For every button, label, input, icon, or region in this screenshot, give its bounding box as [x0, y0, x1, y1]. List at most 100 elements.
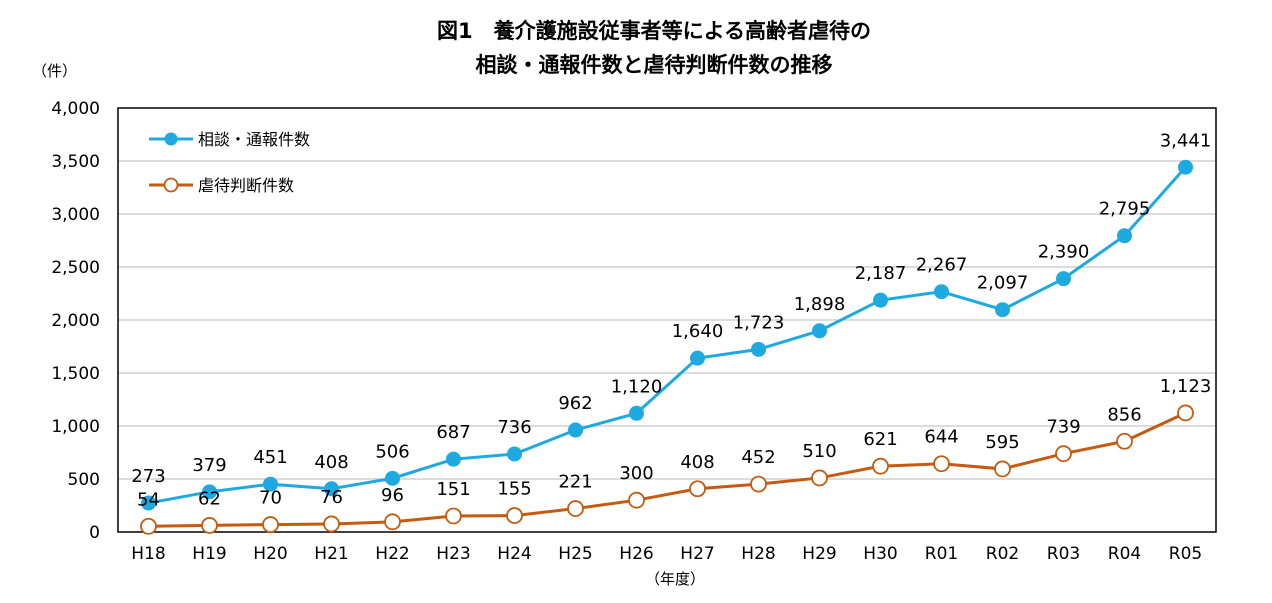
x-tick-label: H21: [314, 544, 348, 564]
data-label: 62: [198, 488, 221, 509]
data-point: [568, 422, 583, 438]
data-label: 300: [619, 463, 653, 484]
y-tick-label: 500: [68, 470, 100, 490]
data-point: [872, 457, 889, 475]
data-point: [751, 341, 766, 357]
data-point: [263, 476, 278, 492]
x-axis-ticks: H18 H19 H20 H21 H22 H23 H24 H25 H26 H27 H28 H29 H30 R…: [131, 544, 1202, 564]
data-label: 2,390: [1038, 242, 1090, 263]
data-label: 2,795: [1099, 199, 1151, 220]
x-tick-label: R04: [1108, 544, 1141, 564]
data-label: 1,898: [794, 294, 846, 315]
data-label: 2,187: [855, 263, 907, 284]
x-tick-label: H20: [253, 544, 287, 564]
data-point: [1178, 159, 1193, 175]
data-point: [689, 480, 706, 498]
data-label: 155: [497, 479, 531, 500]
x-tick-label: H22: [375, 544, 409, 564]
data-point: [1117, 228, 1132, 244]
x-tick-label: H26: [619, 544, 653, 564]
data-label: 151: [436, 479, 470, 500]
data-point: [323, 515, 340, 533]
data-label: 273: [131, 466, 165, 487]
data-label: 962: [558, 393, 592, 414]
data-point: [141, 495, 156, 511]
legend-marker: [163, 177, 179, 193]
x-tick-label: R01: [925, 544, 958, 564]
chart-title-line2: 相談・通報件数と虐待判断件数の推移: [475, 53, 833, 77]
data-label: 70: [259, 488, 282, 509]
gridlines: [118, 160, 1216, 480]
legend-marker: [164, 132, 178, 146]
data-label: 2,097: [977, 273, 1029, 294]
data-label: 452: [741, 447, 775, 468]
x-tick-label: H25: [558, 544, 592, 564]
data-point: [446, 451, 461, 467]
y-axis-ticks: 0 500 1,000 1,500 2,000 2,500 3,000 3,500 4,000: [51, 99, 100, 543]
y-axis-unit-label: （件）: [32, 62, 78, 80]
data-label: 1,120: [611, 376, 663, 397]
data-point: [140, 517, 157, 535]
y-tick-label: 3,000: [51, 205, 100, 225]
data-label: 687: [436, 422, 470, 443]
data-label: 408: [314, 452, 348, 473]
data-label: 1,123: [1160, 376, 1212, 397]
x-tick-label: R02: [986, 544, 1019, 564]
data-point: [628, 491, 645, 509]
series-group: [140, 159, 1194, 535]
data-label: 2,267: [916, 255, 968, 276]
data-label: 1,640: [672, 321, 724, 342]
data-point: [994, 460, 1011, 478]
data-label: 856: [1107, 404, 1141, 425]
x-tick-label: H18: [131, 544, 165, 564]
data-point: [324, 481, 339, 497]
x-tick-label: H23: [436, 544, 470, 564]
data-label: 379: [192, 455, 226, 476]
y-tick-label: 4,000: [51, 99, 100, 119]
data-label: 736: [497, 417, 531, 438]
data-label: 595: [985, 432, 1019, 453]
data-label: 644: [924, 427, 958, 448]
data-point: [385, 470, 400, 486]
data-point: [995, 302, 1010, 318]
data-point: [1116, 432, 1133, 450]
data-point: [202, 484, 217, 500]
data-point: [567, 500, 584, 517]
data-label: 3,441: [1160, 130, 1212, 151]
data-point: [1177, 404, 1194, 422]
data-point: [262, 516, 279, 533]
data-point: [201, 517, 218, 534]
legend-label: 相談・通報件数: [198, 130, 310, 149]
data-point: [629, 405, 644, 421]
y-tick-label: 0: [89, 523, 100, 543]
y-tick-label: 1,000: [51, 417, 100, 437]
x-tick-label: H30: [863, 544, 897, 564]
data-point: [445, 507, 462, 525]
data-label: 739: [1046, 417, 1080, 438]
data-point: [933, 455, 950, 473]
x-tick-label: H27: [680, 544, 714, 564]
data-point: [934, 284, 949, 300]
data-label: 54: [137, 489, 160, 510]
plot-area-border: [117, 107, 1217, 533]
data-label: 221: [558, 472, 592, 493]
legend-label: 虐待判断件数: [198, 176, 294, 195]
data-label: 76: [320, 487, 343, 508]
data-point: [873, 292, 888, 308]
data-point: [1056, 271, 1071, 287]
data-point: [384, 513, 401, 531]
data-point: [1055, 445, 1072, 463]
data-point: [507, 446, 522, 462]
chart-title-line1: 図1 養介護施設従事者等による高齢者虐待の: [437, 19, 871, 43]
y-tick-label: 1,500: [51, 364, 100, 384]
data-label: 408: [680, 452, 714, 473]
x-tick-label: H19: [192, 544, 226, 564]
x-tick-label: R03: [1047, 544, 1080, 564]
data-label: 96: [381, 485, 404, 506]
x-tick-label: H24: [497, 544, 531, 564]
y-tick-label: 2,500: [51, 258, 100, 278]
x-tick-label: H28: [741, 544, 775, 564]
data-label: 621: [863, 429, 897, 450]
